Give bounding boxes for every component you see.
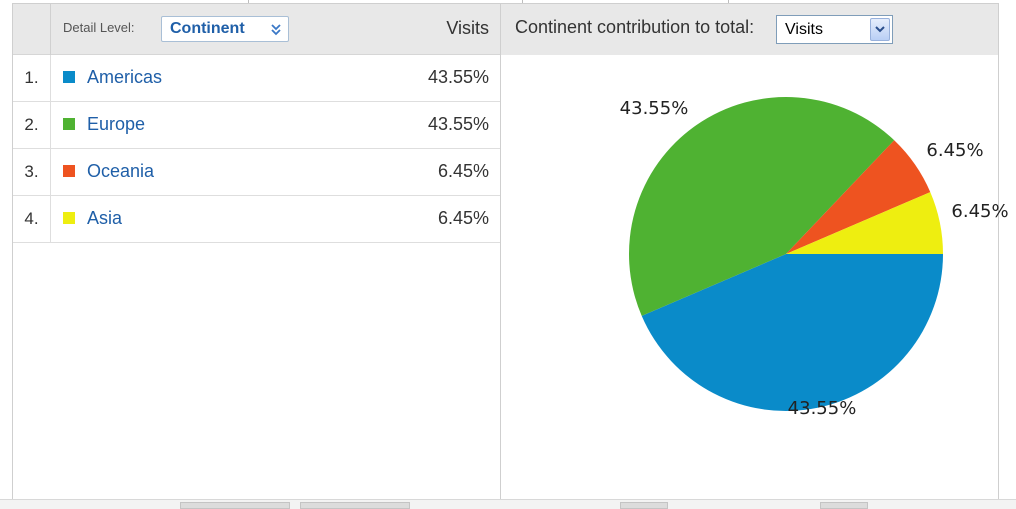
table-header: Detail Level: Continent Visits: [13, 4, 500, 55]
legend-swatch: [63, 165, 75, 177]
chart-header: Continent contribution to total: Visits: [501, 4, 998, 55]
pie-slice-oceania: [786, 140, 931, 254]
continent-link[interactable]: Americas: [87, 67, 163, 87]
detail-level-value: Continent: [170, 20, 245, 37]
detail-level-label: Detail Level:: [63, 20, 135, 35]
top-ruler: [0, 0, 1016, 3]
continent-link[interactable]: Asia: [87, 208, 123, 228]
row-number: 1.: [13, 55, 51, 101]
row-number: 3.: [13, 149, 51, 195]
pie-label-oceania: 6.45%: [926, 140, 983, 161]
row-number: 4.: [13, 196, 51, 242]
legend-swatch: [63, 212, 75, 224]
visits-percentage: 43.55%: [427, 114, 489, 134]
dropdown-button[interactable]: [870, 18, 890, 41]
pie-label-americas: 43.55%: [788, 398, 857, 419]
contribution-label: Continent contribution to total:: [515, 17, 755, 37]
visits-column-header[interactable]: Visits: [446, 18, 489, 38]
pie-slice-asia: [786, 192, 943, 254]
metric-value: Visits: [785, 21, 823, 38]
table-panel: Detail Level: Continent Visits 1. Americ…: [13, 4, 501, 508]
row-number: 2.: [13, 102, 51, 148]
visits-percentage: 6.45%: [437, 161, 489, 181]
detail-level-dropdown[interactable]: Continent: [161, 16, 289, 42]
legend-swatch: [63, 118, 75, 130]
table-body: 1. Americas 43.55% 2. Europe 43.55% 3. O…: [13, 55, 500, 243]
table-row: 2. Europe 43.55%: [13, 102, 500, 149]
pie-slice-europe: [629, 97, 895, 316]
chevron-down-icon: [875, 26, 885, 33]
pie-label-asia: 6.45%: [951, 201, 1008, 222]
continent-link[interactable]: Oceania: [87, 161, 155, 181]
pie-chart: 43.55% 43.55% 6.45% 6.45%: [620, 97, 1009, 419]
legend-swatch: [63, 71, 75, 83]
pie-slice-americas: [641, 254, 943, 411]
metric-dropdown[interactable]: Visits: [776, 15, 893, 44]
table-row: 3. Oceania 6.45%: [13, 149, 500, 196]
table-row: 1. Americas 43.55%: [13, 55, 500, 102]
row-number-header: [13, 4, 51, 55]
visits-percentage: 43.55%: [427, 67, 489, 87]
pie-label-europe: 43.55%: [620, 98, 689, 119]
visits-percentage: 6.45%: [437, 208, 489, 228]
double-chevron-down-icon: [271, 24, 281, 36]
table-row: 4. Asia 6.45%: [13, 196, 500, 243]
continent-link[interactable]: Europe: [87, 114, 146, 134]
